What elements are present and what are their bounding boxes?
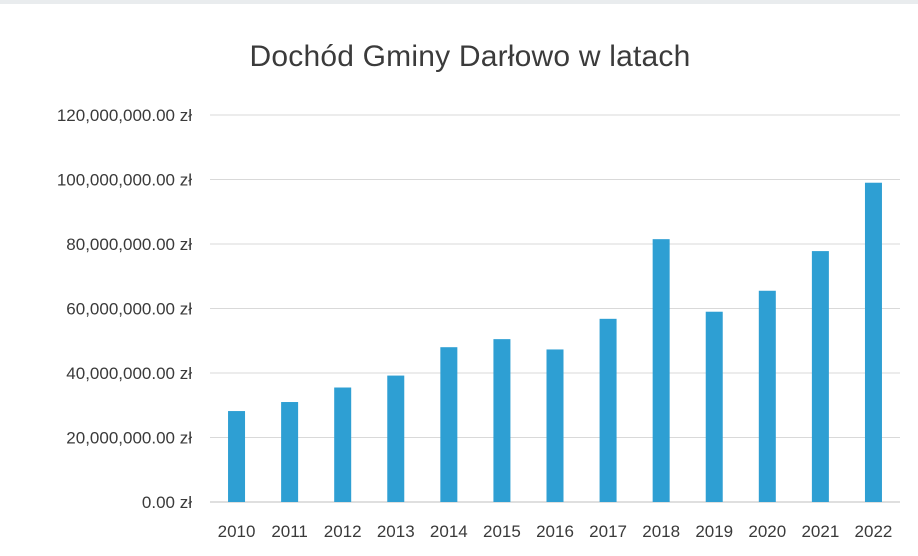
y-tick-label: 40,000,000.00 zł xyxy=(66,364,192,383)
bar-2011 xyxy=(281,402,299,502)
y-tick-label: 120,000,000.00 zł xyxy=(57,106,192,125)
bar-2012 xyxy=(334,387,352,502)
x-tick-label: 2012 xyxy=(324,522,362,541)
bar-2021 xyxy=(811,251,829,502)
x-tick-label: 2011 xyxy=(271,522,308,541)
bar-2019 xyxy=(705,311,723,502)
bar-2013 xyxy=(387,375,405,502)
x-tick-label: 2010 xyxy=(218,522,256,541)
y-tick-label: 0.00 zł xyxy=(142,493,192,512)
x-tick-label: 2015 xyxy=(483,522,521,541)
bar-2018 xyxy=(652,239,670,502)
x-tick-label: 2013 xyxy=(377,522,415,541)
x-tick-label: 2021 xyxy=(801,522,839,541)
bar-2020 xyxy=(758,290,776,502)
bar-2016 xyxy=(546,349,564,502)
x-tick-label: 2017 xyxy=(589,522,627,541)
x-tick-label: 2022 xyxy=(855,522,893,541)
x-tick-label: 2014 xyxy=(430,522,468,541)
x-tick-label: 2018 xyxy=(642,522,680,541)
bar-2014 xyxy=(440,347,458,502)
y-tick-label: 80,000,000.00 zł xyxy=(66,235,192,254)
bar-2022 xyxy=(864,182,882,502)
x-tick-label: 2020 xyxy=(748,522,786,541)
y-tick-label: 100,000,000.00 zł xyxy=(57,171,192,190)
bar-2017 xyxy=(599,318,617,502)
bar-2015 xyxy=(493,339,511,502)
y-tick-label: 20,000,000.00 zł xyxy=(66,429,192,448)
y-tick-label: 60,000,000.00 zł xyxy=(66,300,192,319)
x-tick-label: 2016 xyxy=(536,522,574,541)
chart-title: Dochód Gminy Darłowo w latach xyxy=(249,40,691,73)
bar-2010 xyxy=(228,411,246,502)
x-tick-label: 2019 xyxy=(695,522,733,541)
